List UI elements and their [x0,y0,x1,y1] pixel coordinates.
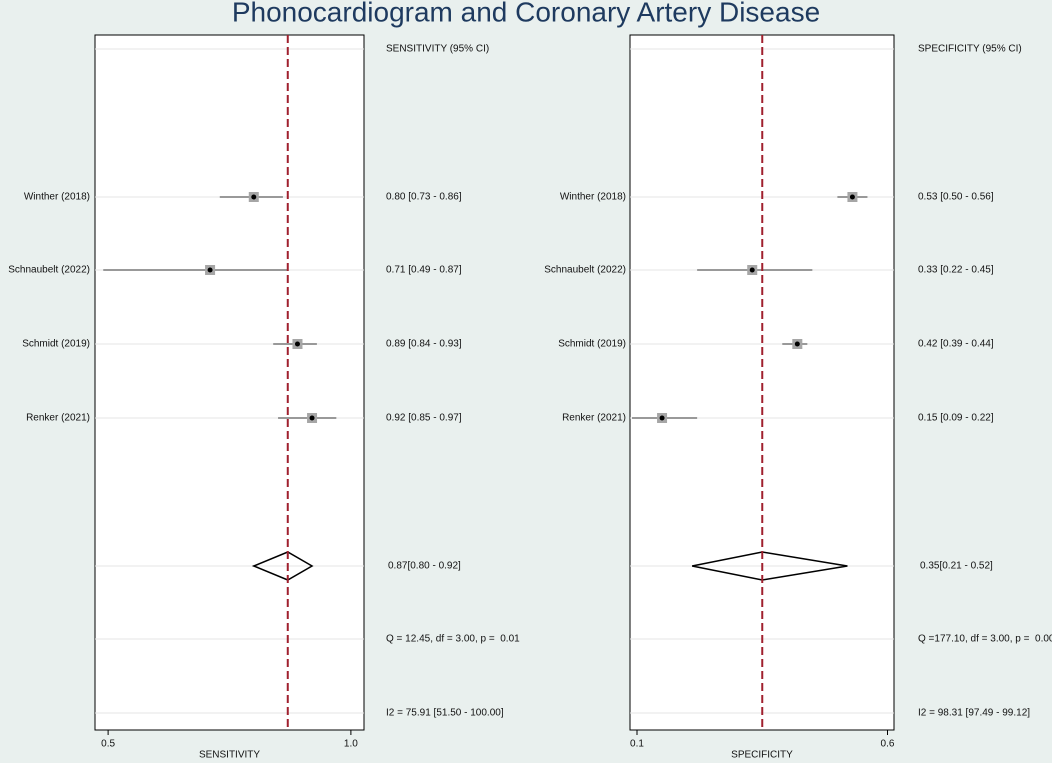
x-tick-label: 0.5 [101,739,115,750]
point-estimate [849,194,855,200]
heterogeneity-label: Q =177.10, df = 3.00, p = 0.00 [918,634,1052,645]
x-tick-label: 1.0 [344,739,358,750]
plot-area [94,34,365,731]
point-estimate [794,341,800,347]
pooled-diamond [691,551,848,581]
point-estimate [309,415,315,421]
figure-title: Phonocardiogram and Coronary Artery Dise… [232,0,820,27]
study-label: Winther (2018) [24,192,90,203]
x-tick-label: 0.6 [881,739,895,750]
study-value-label: 0.80 [0.73 - 0.86] [386,192,462,203]
study-label: Renker (2021) [562,413,626,424]
column-header: SPECIFICITY (95% CI) [918,44,1022,55]
i2-label: I2 = 98.31 [97.49 - 99.12] [918,708,1030,719]
study-value-label: 0.92 [0.85 - 0.97] [386,413,462,424]
study-value-label: 0.53 [0.50 - 0.56] [918,192,994,203]
study-value-label: 0.15 [0.09 - 0.22] [918,413,994,424]
point-estimate [294,341,300,347]
x-axis-label: SENSITIVITY [199,750,260,761]
study-value-label: 0.71 [0.49 - 0.87] [386,265,462,276]
x-axis-label: SPECIFICITY [731,750,793,761]
i2-label: I2 = 75.91 [51.50 - 100.00] [386,708,504,719]
pooled-label: 0.35[0.21 - 0.52] [920,561,993,572]
study-label: Schnaubelt (2022) [544,265,626,276]
x-tick-label: 0.1 [630,739,644,750]
study-label: Renker (2021) [26,413,90,424]
study-value-label: 0.89 [0.84 - 0.93] [386,339,462,350]
column-header: SENSITIVITY (95% CI) [386,44,489,55]
heterogeneity-label: Q = 12.45, df = 3.00, p = 0.01 [386,634,520,645]
pooled-label: 0.87[0.80 - 0.92] [388,561,461,572]
study-label: Schmidt (2019) [558,339,626,350]
point-estimate [251,194,257,200]
point-estimate [749,267,755,273]
study-label: Winther (2018) [560,192,626,203]
study-value-label: 0.42 [0.39 - 0.44] [918,339,994,350]
study-value-label: 0.33 [0.22 - 0.45] [918,265,994,276]
study-label: Schmidt (2019) [22,339,90,350]
point-estimate [207,267,213,273]
study-label: Schnaubelt (2022) [8,265,90,276]
pooled-diamond [251,551,314,581]
point-estimate [659,415,665,421]
